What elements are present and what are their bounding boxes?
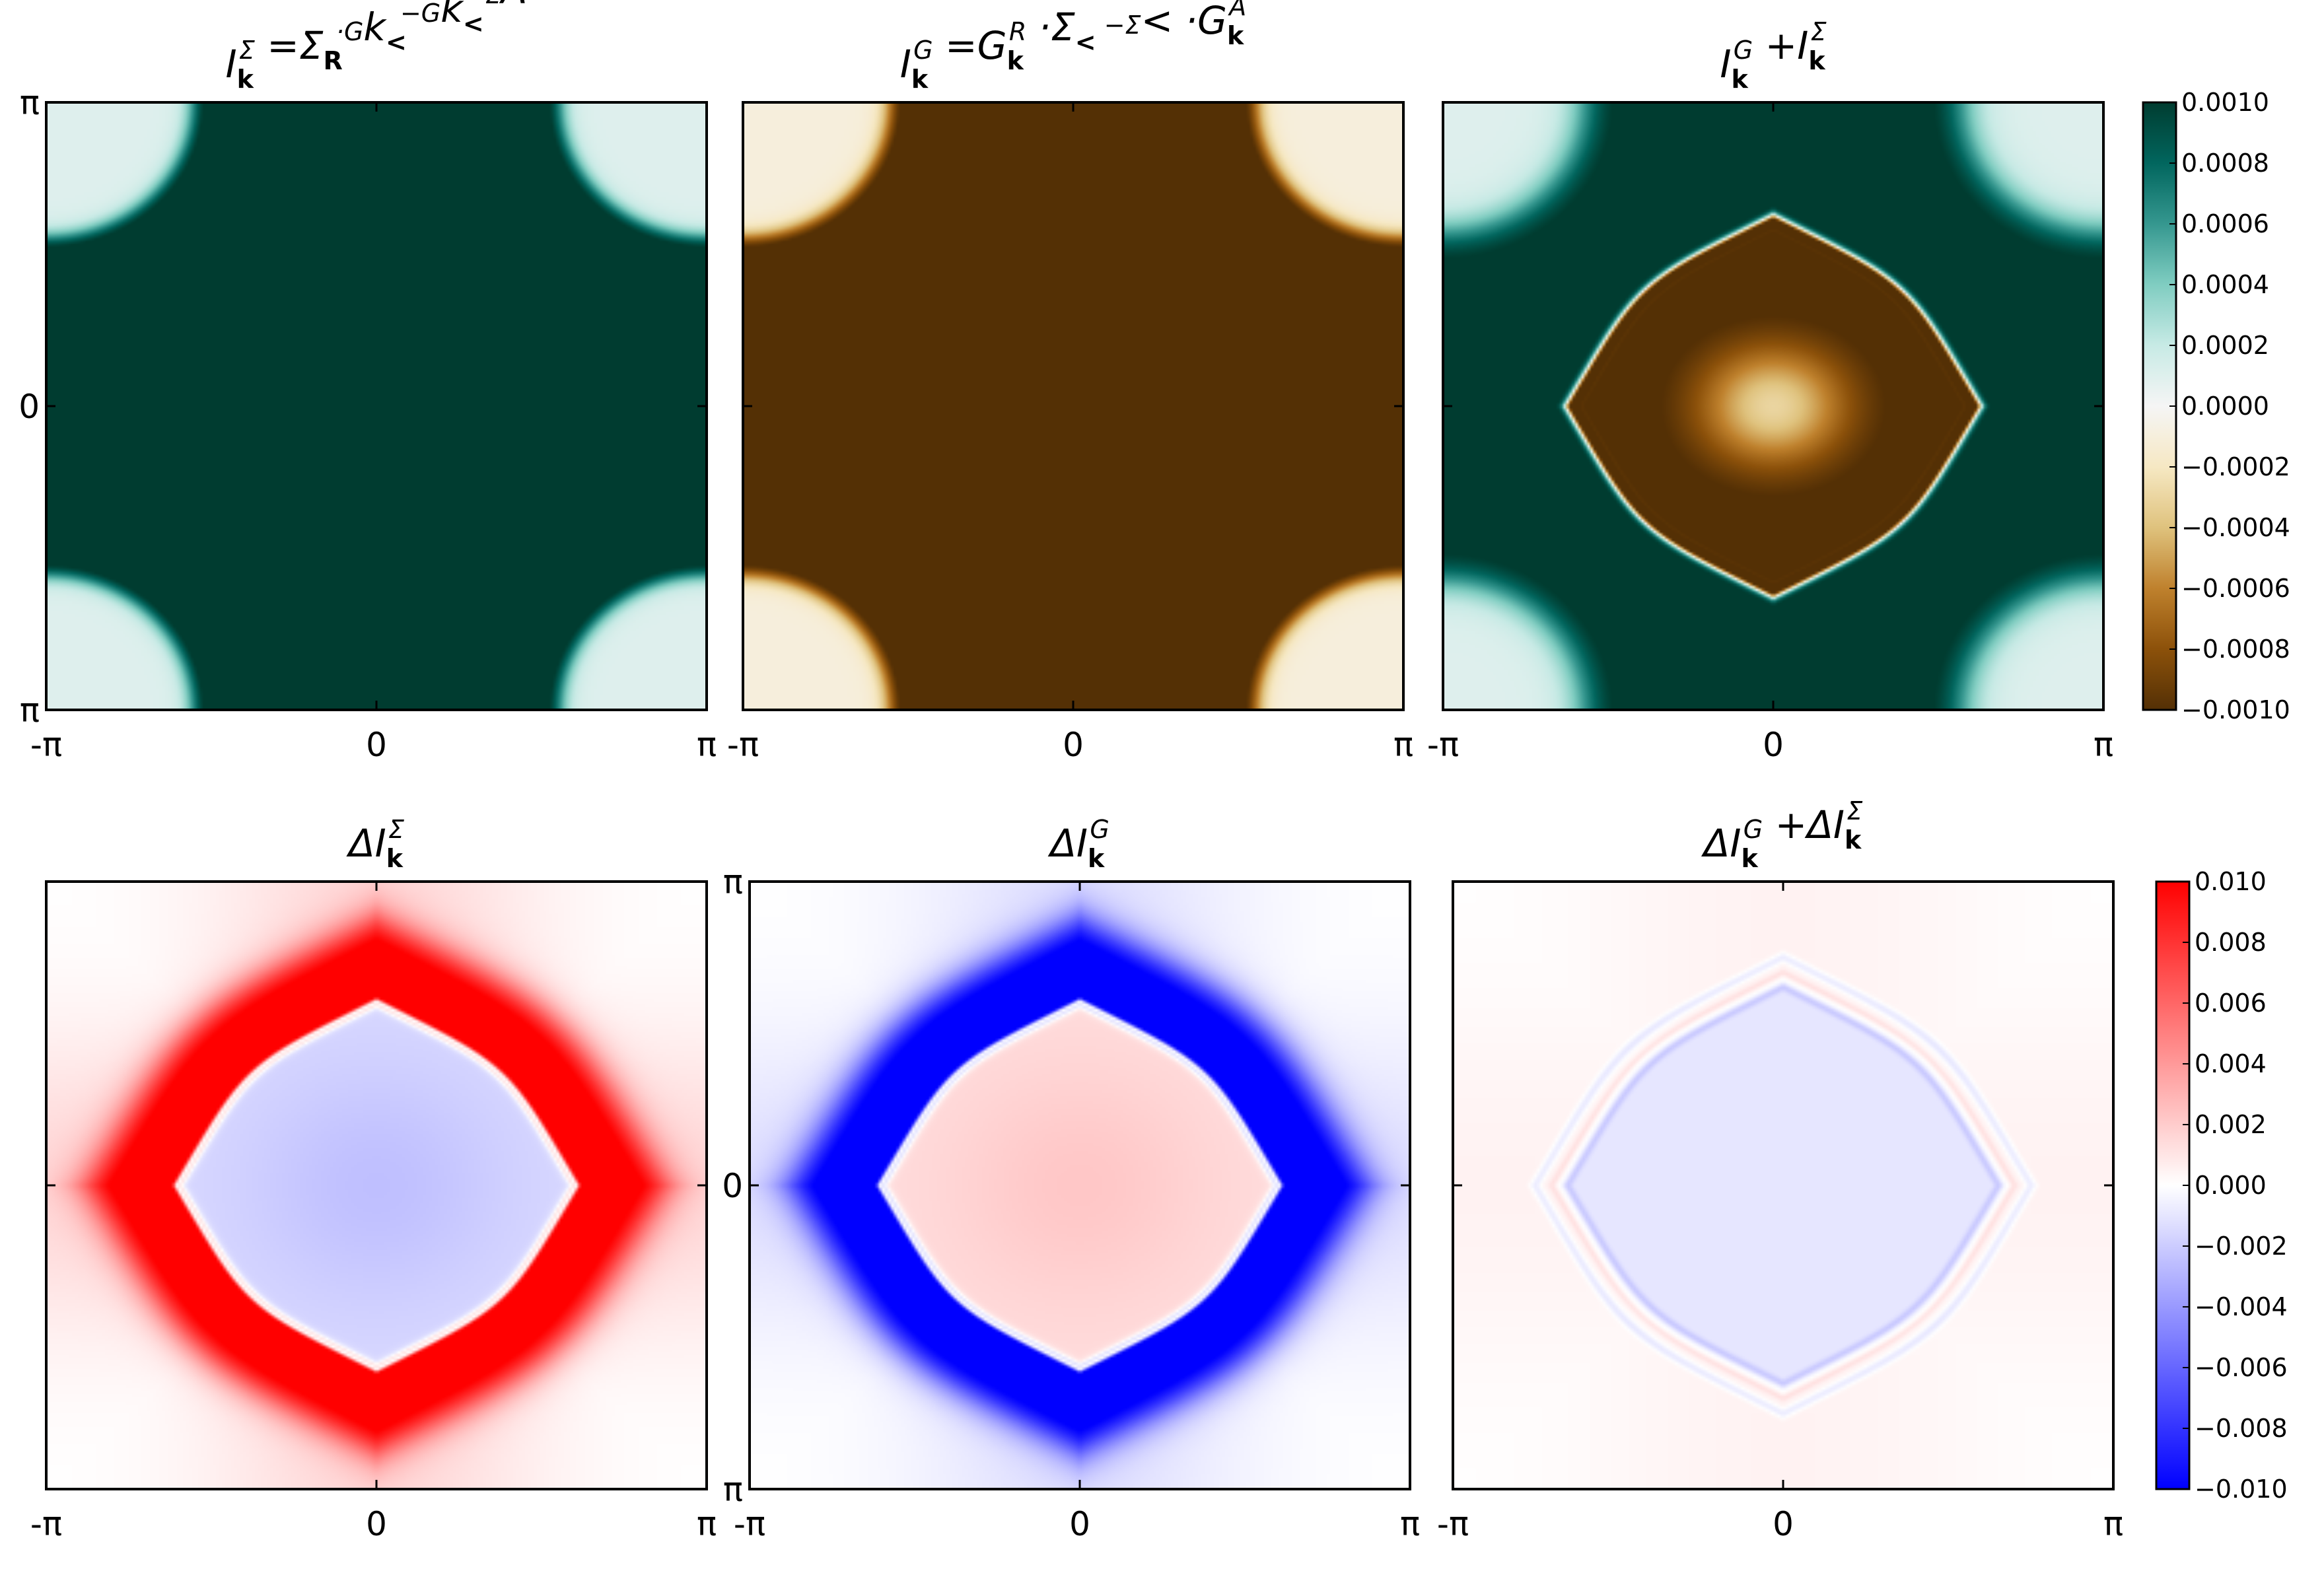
colorbar-1: 0.0010 0.0008 0.0006 0.0004 0.0002 0.0000 −0.0…: [2142, 88, 2290, 724]
colorbars: 0.0010 0.0008 0.0006 0.0004 0.0002 0.0000 −0.0…: [2142, 88, 2290, 1504]
x-tick-label: π: [1400, 1505, 1420, 1543]
panel-title: IkG =GkR ·Σ< −Σ< ·GkA: [900, 0, 1247, 94]
y-tick-label: π: [20, 691, 40, 730]
x-tick-label: π: [1393, 726, 1413, 764]
colorbar-tick-label: −0.0006: [2181, 574, 2290, 603]
colorbar-tick-label: 0.008: [2195, 928, 2267, 957]
heatmap-image: [1443, 102, 2103, 710]
x-tick-label: -π: [1437, 1505, 1469, 1543]
heatmap-image: [46, 102, 707, 710]
x-tick-label: -π: [1427, 726, 1459, 764]
colorbar-tick-label: 0.0010: [2181, 88, 2269, 117]
x-tick-label: 0: [1069, 1505, 1090, 1543]
colorbar-tick-label: −0.008: [2195, 1414, 2288, 1443]
colorbar-tick-label: −0.004: [2195, 1292, 2288, 1321]
x-tick-label: -π: [734, 1505, 765, 1543]
colorbar-tick-label: 0.0004: [2181, 270, 2269, 299]
x-tick-label: 0: [1773, 1505, 1794, 1543]
heatmap-panel-2: -π 0 π IkG =GkR ·Σ< −Σ< ·GkA: [727, 0, 1413, 764]
colorbar-tick-label: −0.0004: [2181, 513, 2290, 542]
heatmap-image: [1453, 882, 2113, 1489]
colorbar-tick-label: 0.010: [2195, 867, 2267, 896]
panel-title: ΔIkG: [1047, 815, 1109, 873]
colorbar-tick-label: −0.010: [2195, 1475, 2288, 1504]
x-tick-label: -π: [30, 726, 62, 764]
heatmap-panel-1: -π 0 π π 0 π IkΣ =ΣR ·Gk< −Gk< ·ΣA: [18, 0, 717, 764]
colorbar-tick-label: −0.002: [2195, 1232, 2288, 1261]
colorbar-tick-label: −0.0002: [2181, 452, 2290, 481]
colorbar-tick-label: 0.000: [2195, 1171, 2267, 1200]
x-tick-label: -π: [30, 1505, 62, 1543]
y-tick-label: π: [723, 1471, 743, 1509]
heatmap-image: [46, 882, 707, 1489]
heatmap-panel-6: -π 0 π ΔIkG +ΔIkΣ: [1437, 796, 2123, 1543]
colorbar-tick-label: 0.0002: [2181, 331, 2269, 360]
colorbar-tick-label: 0.0006: [2181, 209, 2269, 238]
heatmap-image: [743, 102, 1403, 710]
x-tick-label: π: [2094, 726, 2113, 764]
heatmap-image: [750, 882, 1410, 1489]
colorbar-tick-label: −0.0008: [2181, 635, 2290, 664]
panel-title: IkG +IkΣ: [1720, 17, 1826, 94]
x-tick-label: 0: [366, 726, 387, 764]
heatmap-panel-3: -π 0 π IkG +IkΣ: [1427, 17, 2113, 764]
colorbar-tick-label: 0.0008: [2181, 149, 2269, 178]
heatmap-panel-5: -π 0 π π 0 π ΔIkG: [722, 815, 1420, 1543]
x-tick-label: 0: [1063, 726, 1084, 764]
y-tick-label: π: [20, 84, 40, 122]
y-tick-label: 0: [18, 388, 40, 426]
colorbar-tick-label: 0.004: [2195, 1049, 2267, 1078]
colorbar-tick-label: −0.0010: [2181, 695, 2290, 724]
x-tick-label: π: [2103, 1505, 2123, 1543]
x-tick-label: -π: [727, 726, 759, 764]
colorbar-tick-label: 0.006: [2195, 989, 2267, 1018]
colorbar-tick-label: −0.006: [2195, 1353, 2288, 1382]
x-tick-label: 0: [366, 1505, 387, 1543]
colorbar-2: 0.010 0.008 0.006 0.004 0.002 0.000 −0.002 −0.0…: [2155, 867, 2288, 1504]
panel-title: ΔIkΣ: [346, 815, 404, 873]
heatmap-panel-4: -π 0 π ΔIkΣ: [30, 815, 717, 1543]
y-tick-label: π: [723, 863, 743, 901]
colorbar-tick-label: 0.002: [2195, 1110, 2267, 1139]
x-tick-label: 0: [1763, 726, 1784, 764]
x-tick-label: π: [697, 1505, 717, 1543]
y-tick-label: 0: [722, 1167, 743, 1205]
x-tick-label: π: [697, 726, 717, 764]
panel-title: IkΣ =ΣR ·Gk< −Gk< ·ΣA: [225, 0, 527, 94]
panel-title: ΔIkG +ΔIkΣ: [1701, 796, 1863, 873]
colorbar-tick-label: 0.0000: [2181, 392, 2269, 421]
